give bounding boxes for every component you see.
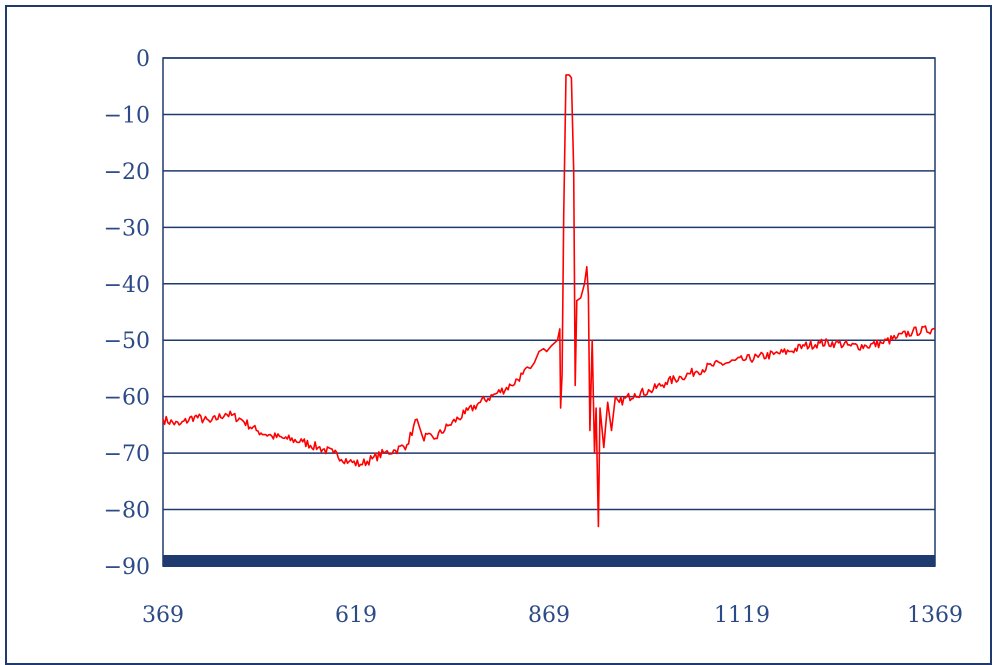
y-tick-label: −50 — [104, 329, 150, 354]
y-tick-label: −70 — [104, 442, 150, 467]
x-tick-label: 1369 — [907, 603, 963, 628]
y-tick-label: 0 — [136, 47, 150, 72]
x-tick-label: 619 — [335, 603, 377, 628]
x-axis-tick-labels: 369 619 869 1119 1369 — [142, 603, 963, 628]
y-tick-label: −80 — [104, 499, 150, 524]
y-tick-label: −90 — [104, 555, 150, 580]
x-tick-label: 1119 — [714, 603, 770, 628]
x-tick-label: 869 — [528, 603, 570, 628]
y-tick-label: −40 — [104, 273, 150, 298]
plot-area-border — [162, 57, 936, 567]
spectrum-series-line — [162, 74, 936, 528]
grid-lines — [163, 57, 935, 567]
y-tick-label: −60 — [104, 386, 150, 411]
y-tick-label: −10 — [104, 103, 150, 128]
y-axis-tick-labels: 0 −10 −20 −30 −40 −50 −60 −70 −80 −90 — [104, 47, 150, 580]
x-axis-band — [163, 555, 935, 567]
y-tick-label: −20 — [104, 160, 150, 185]
y-tick-label: −30 — [104, 216, 150, 241]
x-tick-label: 369 — [142, 603, 184, 628]
